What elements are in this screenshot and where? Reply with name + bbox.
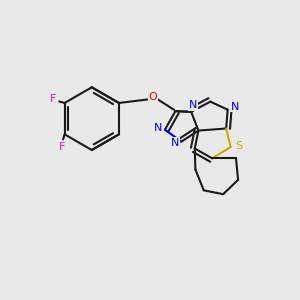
Text: N: N [171,138,179,148]
Text: S: S [236,140,242,151]
Text: N: N [231,102,239,112]
Text: N: N [154,123,163,133]
Text: F: F [50,94,56,104]
Text: O: O [148,92,158,102]
Text: F: F [58,142,65,152]
Text: N: N [188,100,197,110]
